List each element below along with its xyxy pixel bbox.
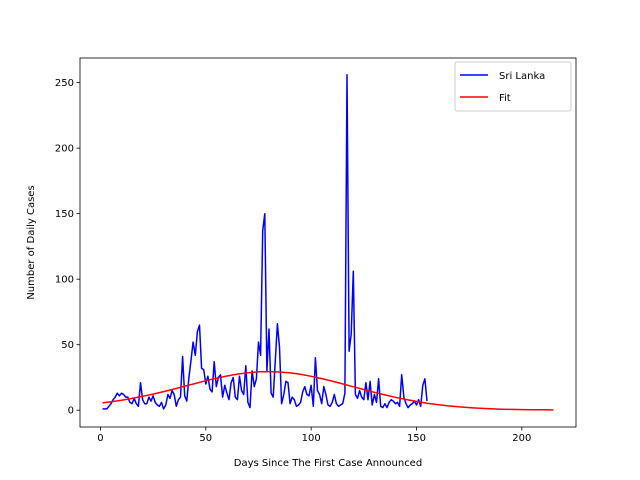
x-tick-label: 150 — [407, 433, 426, 444]
y-tick-label: 150 — [55, 209, 74, 220]
x-tick-label: 0 — [97, 433, 103, 444]
y-tick-label: 100 — [55, 275, 74, 286]
x-tick-label: 200 — [512, 433, 531, 444]
y-tick-label: 50 — [61, 340, 74, 351]
legend-label-fit: Fit — [499, 93, 511, 104]
legend-label-sri-lanka: Sri Lanka — [499, 71, 545, 82]
y-tick-label: 250 — [55, 78, 74, 89]
series-layer — [102, 74, 554, 411]
legend-box — [454, 61, 572, 112]
x-tick-label: 100 — [302, 433, 321, 444]
series-line-fit — [102, 370, 554, 411]
y-axis: 0 50 100 150 200 250 — [55, 78, 80, 417]
x-tick-label: 50 — [199, 433, 212, 444]
y-tick-label: 0 — [68, 406, 74, 417]
y-tick-label: 200 — [55, 144, 74, 155]
x-axis: 0 50 100 150 200 — [97, 427, 531, 444]
x-axis-label: Days Since The First Case Announced — [234, 458, 422, 469]
plot-frame — [79, 57, 577, 428]
series-line-sri-lanka — [102, 74, 428, 410]
legend: Sri Lanka Fit — [454, 61, 572, 112]
y-axis-label: Number of Daily Cases — [26, 185, 37, 299]
